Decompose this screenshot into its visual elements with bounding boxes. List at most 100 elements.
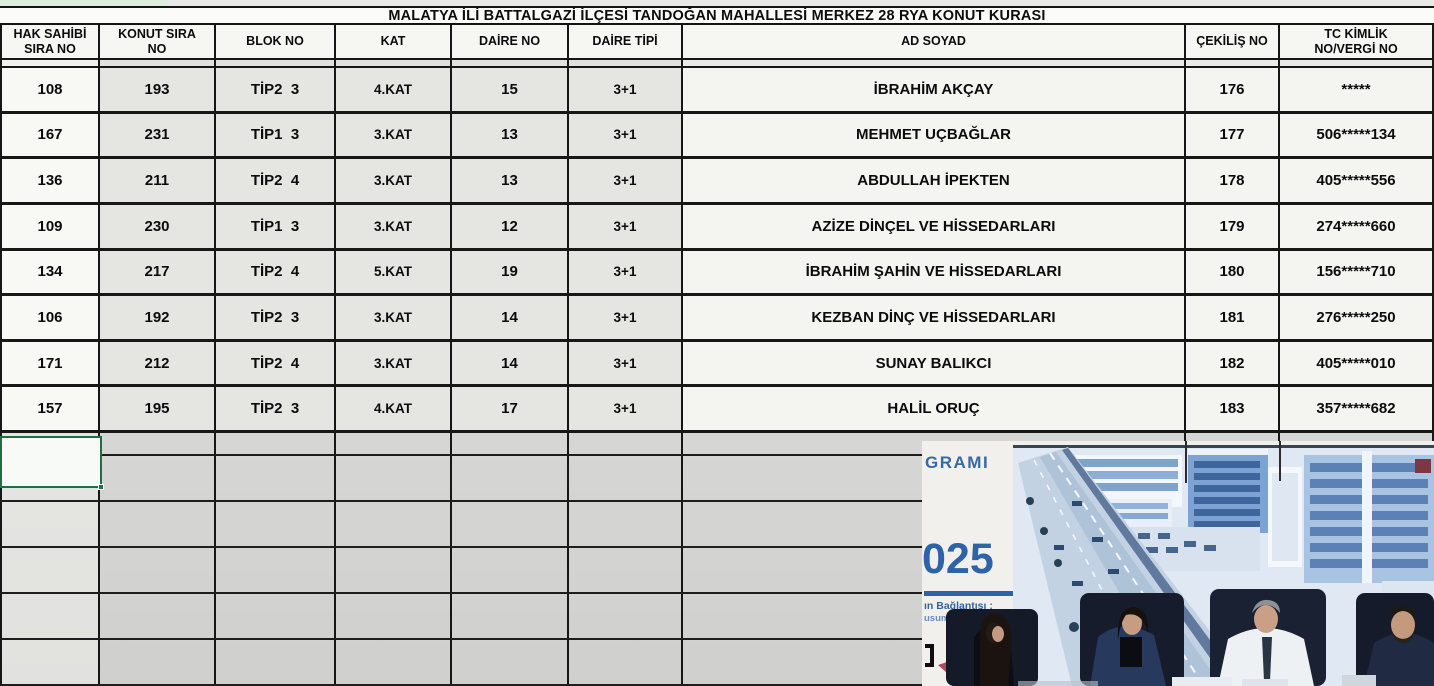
table-cell[interactable]: TİP2 3 — [216, 387, 336, 430]
empty-cell[interactable] — [336, 594, 452, 638]
table-cell[interactable]: 195 — [100, 387, 216, 430]
column-header-daire-tipi[interactable]: DAİRE TİPİ — [569, 25, 683, 58]
fill-handle[interactable] — [98, 484, 104, 490]
table-cell[interactable]: TİP2 4 — [216, 159, 336, 202]
empty-cell[interactable] — [100, 548, 216, 592]
table-cell[interactable]: 156*****710 — [1280, 250, 1434, 294]
table-cell[interactable]: 3.KAT — [336, 296, 452, 339]
table-cell[interactable]: 171 — [0, 341, 100, 385]
empty-cell[interactable] — [452, 640, 569, 684]
empty-cell[interactable] — [336, 456, 452, 500]
table-cell[interactable]: 180 — [1186, 250, 1280, 294]
empty-cell[interactable] — [0, 594, 100, 638]
table-cell[interactable]: 109 — [0, 204, 100, 248]
table-cell[interactable]: 13 — [452, 159, 569, 202]
table-cell[interactable]: 3+1 — [569, 68, 683, 111]
table-cell[interactable]: 3.KAT — [336, 341, 452, 385]
table-cell[interactable]: 134 — [0, 250, 100, 294]
empty-cell[interactable] — [569, 433, 683, 454]
title-merged-cell[interactable]: MALATYA İLİ BATTALGAZİ İLÇESİ TANDOĞAN M… — [0, 6, 1434, 25]
table-cell[interactable]: 212 — [100, 341, 216, 385]
column-header-daire-no[interactable]: DAİRE NO — [452, 25, 569, 58]
table-cell[interactable]: 3.KAT — [336, 159, 452, 202]
table-cell[interactable]: 3+1 — [569, 159, 683, 202]
table-cell[interactable]: 5.KAT — [336, 250, 452, 294]
table-cell[interactable]: İBRAHİM AKÇAY — [683, 68, 1186, 111]
table-cell[interactable]: 167 — [0, 113, 100, 157]
table-cell[interactable]: ABDULLAH İPEKTEN — [683, 159, 1186, 202]
table-cell[interactable]: 179 — [1186, 204, 1280, 248]
empty-cell[interactable] — [0, 502, 100, 546]
table-cell[interactable]: 136 — [0, 159, 100, 202]
table-cell[interactable]: 357*****682 — [1280, 387, 1434, 430]
table-cell[interactable]: 177 — [1186, 113, 1280, 157]
table-cell[interactable]: 231 — [100, 113, 216, 157]
empty-cell[interactable] — [452, 548, 569, 592]
empty-cell[interactable] — [100, 594, 216, 638]
table-cell[interactable]: 211 — [100, 159, 216, 202]
table-cell[interactable]: 3+1 — [569, 250, 683, 294]
empty-cell[interactable] — [336, 433, 452, 454]
empty-cell[interactable] — [452, 594, 569, 638]
table-cell[interactable]: 274*****660 — [1280, 204, 1434, 248]
live-video-overlay[interactable]: GRAMI 025 ın Bağlantısı : usumbask — [922, 441, 1434, 686]
column-header-konut-sira-no[interactable]: KONUT SIRA NO — [100, 25, 216, 58]
selected-cell[interactable] — [0, 436, 102, 488]
table-cell[interactable]: TİP2 4 — [216, 341, 336, 385]
table-cell[interactable]: KEZBAN DİNÇ VE HİSSEDARLARI — [683, 296, 1186, 339]
empty-cell[interactable] — [569, 594, 683, 638]
empty-cell[interactable] — [216, 548, 336, 592]
empty-cell[interactable] — [452, 433, 569, 454]
column-header-cekilis-no[interactable]: ÇEKİLİŞ NO — [1186, 25, 1280, 58]
table-cell[interactable]: HALİL ORUÇ — [683, 387, 1186, 430]
table-cell[interactable]: 14 — [452, 296, 569, 339]
table-cell[interactable]: TİP1 3 — [216, 113, 336, 157]
table-cell[interactable]: 178 — [1186, 159, 1280, 202]
empty-cell[interactable] — [569, 456, 683, 500]
table-cell[interactable]: MEHMET UÇBAĞLAR — [683, 113, 1186, 157]
table-cell[interactable]: 405*****010 — [1280, 341, 1434, 385]
table-cell[interactable]: 176 — [1186, 68, 1280, 111]
empty-cell[interactable] — [216, 433, 336, 454]
table-cell[interactable]: 192 — [100, 296, 216, 339]
table-cell[interactable]: 15 — [452, 68, 569, 111]
table-cell[interactable]: 3+1 — [569, 341, 683, 385]
table-cell[interactable]: 106 — [0, 296, 100, 339]
empty-cell[interactable] — [569, 548, 683, 592]
table-cell[interactable]: 4.KAT — [336, 387, 452, 430]
empty-cell[interactable] — [336, 548, 452, 592]
column-header-ad-soyad[interactable]: AD SOYAD — [683, 25, 1186, 58]
empty-cell[interactable] — [452, 456, 569, 500]
table-cell[interactable]: TİP2 3 — [216, 68, 336, 111]
table-cell[interactable]: 217 — [100, 250, 216, 294]
table-cell[interactable]: 4.KAT — [336, 68, 452, 111]
table-cell[interactable]: TİP2 3 — [216, 296, 336, 339]
table-cell[interactable]: 14 — [452, 341, 569, 385]
column-header-hak-sahibi-sira-no[interactable]: HAK SAHİBİ SIRA NO — [0, 25, 100, 58]
table-cell[interactable]: 193 — [100, 68, 216, 111]
table-cell[interactable]: 3+1 — [569, 387, 683, 430]
empty-cell[interactable] — [100, 433, 216, 454]
table-cell[interactable]: TİP1 3 — [216, 204, 336, 248]
empty-cell[interactable] — [216, 502, 336, 546]
table-cell[interactable]: 506*****134 — [1280, 113, 1434, 157]
empty-cell[interactable] — [569, 502, 683, 546]
table-cell[interactable]: 182 — [1186, 341, 1280, 385]
empty-cell[interactable] — [336, 640, 452, 684]
empty-cell[interactable] — [0, 548, 100, 592]
table-cell[interactable]: 3.KAT — [336, 204, 452, 248]
table-cell[interactable]: 3+1 — [569, 296, 683, 339]
empty-cell[interactable] — [336, 502, 452, 546]
table-cell[interactable]: TİP2 4 — [216, 250, 336, 294]
table-cell[interactable]: 108 — [0, 68, 100, 111]
table-cell[interactable]: SUNAY BALIKCI — [683, 341, 1186, 385]
table-cell[interactable]: AZİZE DİNÇEL VE HİSSEDARLARI — [683, 204, 1186, 248]
empty-cell[interactable] — [452, 502, 569, 546]
table-cell[interactable]: 12 — [452, 204, 569, 248]
column-header-tc-kimlik[interactable]: TC KİMLİK NO/VERGİ NO — [1280, 25, 1434, 58]
empty-cell[interactable] — [216, 594, 336, 638]
table-cell[interactable]: 13 — [452, 113, 569, 157]
empty-cell[interactable] — [100, 640, 216, 684]
table-cell[interactable]: 3+1 — [569, 113, 683, 157]
table-cell[interactable]: İBRAHİM ŞAHİN VE HİSSEDARLARI — [683, 250, 1186, 294]
